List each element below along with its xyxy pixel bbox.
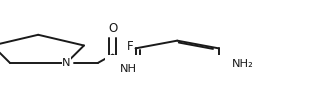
Text: N: N xyxy=(62,58,71,68)
Text: NH₂: NH₂ xyxy=(231,59,253,69)
Bar xyxy=(105,55,228,95)
Text: F: F xyxy=(127,40,134,53)
Text: NH: NH xyxy=(120,64,137,74)
Text: O: O xyxy=(108,22,117,35)
